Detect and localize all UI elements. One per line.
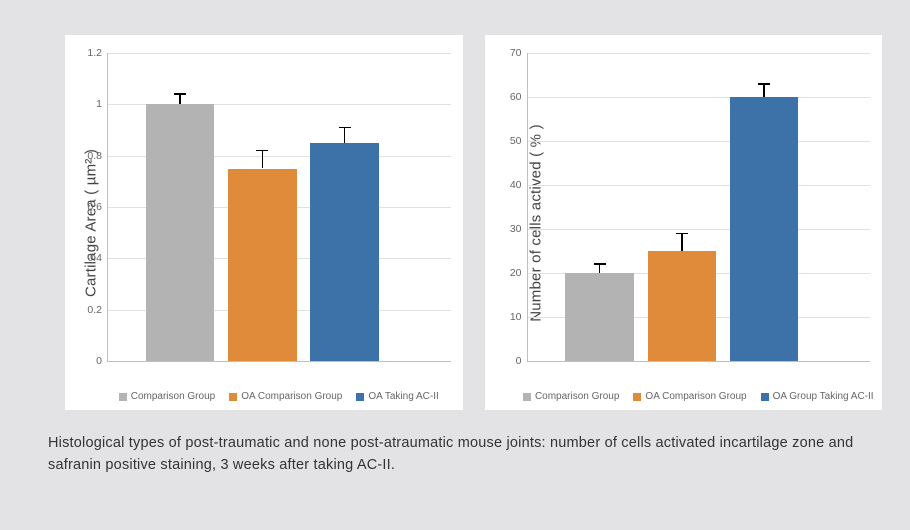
bar-oa_acii [310, 143, 379, 361]
legend-label: OA Comparison Group [645, 391, 746, 402]
bar-comparison [565, 273, 634, 361]
error-cap [676, 233, 688, 235]
ytick-label: 0.8 [87, 150, 108, 162]
legend-label: Comparison Group [131, 391, 215, 402]
ytick-label: 0 [516, 355, 528, 367]
bar-comparison [146, 104, 215, 361]
legend-item-comparison: Comparison Group [119, 391, 215, 402]
grid-line [528, 185, 871, 186]
charts-row: Cartilage Area ( µm² ) 00.20.40.60.811.2… [65, 35, 882, 410]
error-stem [262, 151, 264, 169]
chart-right-plot: 010203040506070 [527, 53, 871, 362]
legend-label: Comparison Group [535, 391, 619, 402]
grid-line [528, 141, 871, 142]
grid-line [528, 97, 871, 98]
bar-oa_comparison [648, 251, 717, 361]
error-stem [763, 84, 765, 97]
legend-item-oa_acii: OA Group Taking AC-II [761, 391, 874, 402]
ytick-label: 60 [510, 91, 528, 103]
ytick-label: 40 [510, 179, 528, 191]
figure-caption: Histological types of post-traumatic and… [48, 432, 862, 477]
legend-item-comparison: Comparison Group [523, 391, 619, 402]
error-cap [256, 150, 268, 152]
bar-oa_comparison [228, 169, 297, 362]
chart-left-panel: Cartilage Area ( µm² ) 00.20.40.60.811.2… [65, 35, 463, 410]
error-cap [594, 263, 606, 265]
chart-right-legend: Comparison Group OA Comparison Group OA Gr… [527, 391, 871, 402]
legend-label: OA Taking AC-II [368, 391, 438, 402]
bar-oa_acii [730, 97, 799, 361]
legend-item-oa_acii: OA Taking AC-II [356, 391, 438, 402]
error-stem [344, 127, 346, 142]
ytick-label: 70 [510, 47, 528, 59]
grid-line [108, 53, 451, 54]
ytick-label: 1 [96, 98, 108, 110]
chart-left-legend: Comparison Group OA Comparison Group OA Ta… [107, 391, 451, 402]
chart-right-panel: Number of cells actived ( % ) 0102030405… [485, 35, 883, 410]
error-cap [174, 93, 186, 95]
ytick-label: 0.4 [87, 252, 108, 264]
ytick-label: 0.2 [87, 304, 108, 316]
legend-swatch [119, 393, 127, 401]
legend-item-oa_comparison: OA Comparison Group [229, 391, 342, 402]
legend-swatch [356, 393, 364, 401]
legend-swatch [523, 393, 531, 401]
legend-swatch [229, 393, 237, 401]
error-stem [179, 94, 181, 104]
chart-left-plot: 00.20.40.60.811.2 [107, 53, 451, 362]
ytick-label: 10 [510, 311, 528, 323]
ytick-label: 30 [510, 223, 528, 235]
chart-left-ylabel: Cartilage Area ( µm² ) [83, 148, 100, 296]
ytick-label: 0.6 [87, 201, 108, 213]
ytick-label: 20 [510, 267, 528, 279]
ytick-label: 50 [510, 135, 528, 147]
legend-item-oa_comparison: OA Comparison Group [633, 391, 746, 402]
ytick-label: 0 [96, 355, 108, 367]
error-stem [681, 233, 683, 251]
error-stem [599, 264, 601, 273]
grid-line [528, 53, 871, 54]
error-cap [339, 127, 351, 129]
error-cap [758, 83, 770, 85]
legend-swatch [761, 393, 769, 401]
legend-label: OA Group Taking AC-II [773, 391, 874, 402]
grid-line [528, 229, 871, 230]
legend-label: OA Comparison Group [241, 391, 342, 402]
legend-swatch [633, 393, 641, 401]
ytick-label: 1.2 [87, 47, 108, 59]
